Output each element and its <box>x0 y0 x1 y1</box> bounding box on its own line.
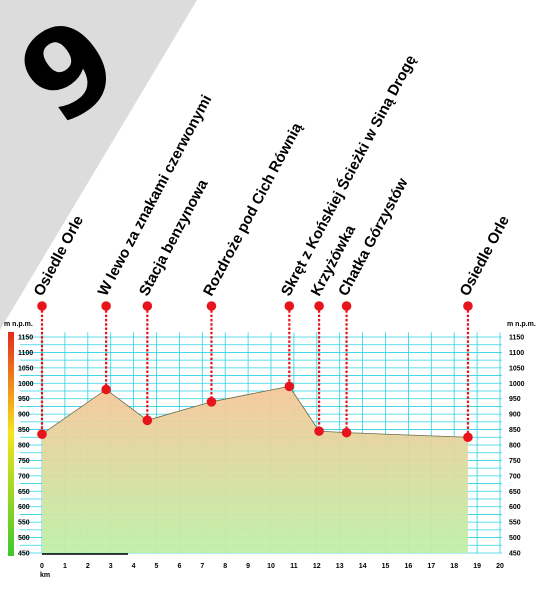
y-tick-label-right: 750 <box>509 458 521 465</box>
waypoint-dot <box>206 397 217 407</box>
waypoint-top-dot <box>314 301 324 311</box>
waypoint-dot <box>37 429 47 440</box>
waypoint-top-dot <box>37 301 47 311</box>
left-axis-unit: m n.p.m. <box>4 321 33 328</box>
y-tick-label-right: 500 <box>509 535 521 542</box>
x-tick-label: 3 <box>109 563 113 570</box>
waypoint-label: Skręt z Końskiej Ścieżki w Siną Drogę <box>277 52 420 299</box>
waypoint-dot <box>284 381 295 392</box>
waypoint-label: Osiedle Orle <box>456 213 512 299</box>
y-tick-label-left: 700 <box>18 473 30 480</box>
waypoint: Skręt z Końskiej Ścieżki w Siną Drogę <box>277 52 420 392</box>
y-tick-label-left: 800 <box>18 443 30 450</box>
y-tick-label-left: 1100 <box>18 350 33 357</box>
x-tick-label: 12 <box>313 563 321 570</box>
x-tick-label: 6 <box>177 563 181 570</box>
waypoint-top-dot <box>101 301 111 311</box>
profile-area <box>41 385 468 555</box>
x-tick-label: 13 <box>336 563 344 570</box>
x-axis-unit: km <box>40 572 50 579</box>
y-tick-label-left: 900 <box>18 412 30 419</box>
y-tick-label-left: 500 <box>18 535 30 542</box>
y-tick-label-right: 1100 <box>509 350 524 357</box>
y-tick-label-right: 900 <box>509 412 521 419</box>
y-tick-label-left: 1000 <box>18 381 34 388</box>
y-tick-label-right: 800 <box>509 443 521 450</box>
y-tick-label-right: 600 <box>509 504 521 511</box>
y-tick-label-right: 950 <box>509 396 521 403</box>
y-tick-label-left: 550 <box>18 520 30 527</box>
x-tick-label: 10 <box>267 563 275 570</box>
x-tick-label: 7 <box>200 563 204 570</box>
y-tick-label-left: 950 <box>18 396 30 403</box>
waypoint-top-dot <box>463 301 473 311</box>
y-tick-label-right: 700 <box>509 473 521 480</box>
x-tick-label: 11 <box>290 563 298 570</box>
y-tick-label-right: 1050 <box>509 365 525 372</box>
y-tick-label-right: 1000 <box>509 381 525 388</box>
y-tick-label-right: 850 <box>509 427 521 434</box>
y-tick-label-left: 750 <box>18 458 30 465</box>
y-tick-label-left: 600 <box>18 504 30 511</box>
y-tick-label-left: 1050 <box>18 365 34 372</box>
x-tick-label: 17 <box>427 563 435 570</box>
waypoint-top-dot <box>206 301 217 311</box>
x-tick-label: 15 <box>382 563 390 570</box>
x-tick-label: 5 <box>155 563 159 570</box>
x-tick-label: 20 <box>496 563 504 570</box>
x-tick-label: 0 <box>40 563 44 570</box>
elevation-color-scale <box>8 332 14 556</box>
waypoint-dot <box>463 432 473 443</box>
waypoint-top-dot <box>142 301 153 311</box>
y-tick-label-right: 1150 <box>509 335 524 342</box>
y-tick-label-right: 450 <box>509 551 521 558</box>
x-tick-label: 18 <box>450 563 458 570</box>
x-tick-label: 2 <box>86 563 90 570</box>
y-tick-label-left: 450 <box>18 551 30 558</box>
corner-banner <box>0 0 197 330</box>
waypoint-top-dot <box>341 301 352 311</box>
waypoint-top-dot <box>284 301 295 311</box>
x-tick-label: 1 <box>63 563 67 570</box>
x-tick-label: 4 <box>132 563 136 570</box>
y-tick-label-left: 850 <box>18 427 30 434</box>
waypoint-dot <box>314 426 324 436</box>
x-tick-label: 8 <box>223 563 227 570</box>
x-tick-label: 19 <box>473 563 481 570</box>
y-tick-label-right: 650 <box>509 489 521 496</box>
x-tick-label: 9 <box>246 563 250 570</box>
elevation-area <box>42 386 468 553</box>
waypoint-dot <box>142 415 153 426</box>
x-tick-label: 16 <box>405 563 413 570</box>
y-tick-label-left: 1150 <box>18 335 33 342</box>
waypoint: Osiedle Orle <box>456 213 513 443</box>
x-tick-label: 14 <box>359 563 367 570</box>
right-axis-unit: m n.p.m. <box>507 321 536 328</box>
y-tick-label-right: 550 <box>509 520 521 527</box>
waypoint: Chatka Górzystów <box>335 175 412 438</box>
waypoint-dot <box>341 427 352 438</box>
y-tick-label-left: 650 <box>18 489 30 496</box>
waypoint-dot <box>101 384 111 395</box>
